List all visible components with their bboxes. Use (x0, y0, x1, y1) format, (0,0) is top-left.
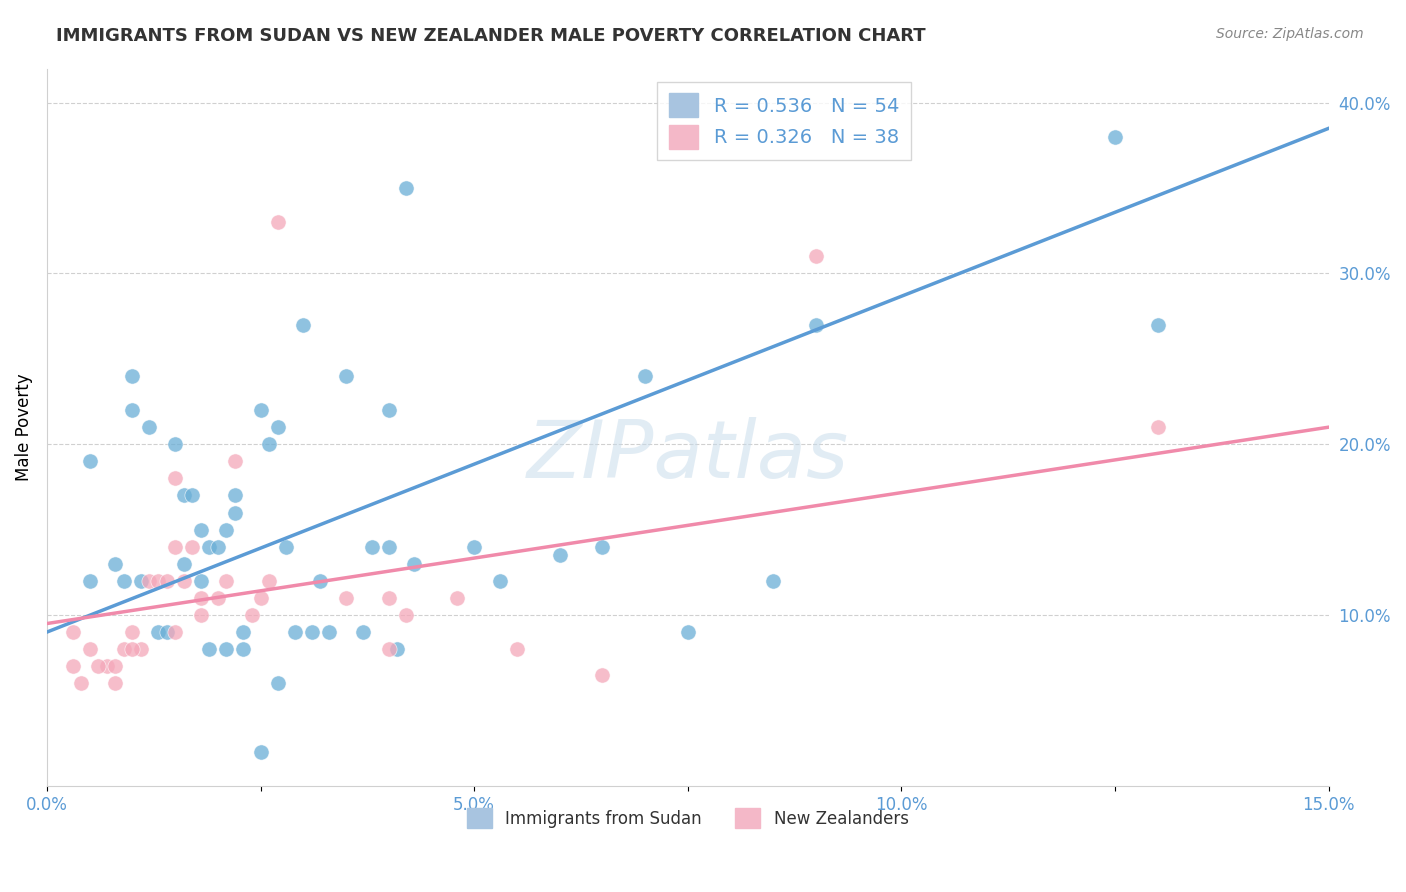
Legend: Immigrants from Sudan, New Zealanders: Immigrants from Sudan, New Zealanders (460, 801, 915, 835)
Text: Source: ZipAtlas.com: Source: ZipAtlas.com (1216, 27, 1364, 41)
Point (257, 437, 280, 451)
Point (129, 574, 152, 588)
Point (240, 607, 263, 622)
Point (121, 368, 143, 383)
Point (506, 642, 529, 657)
Point (165, 540, 187, 554)
Point (224, 454, 246, 468)
Point (634, 368, 657, 383)
Point (387, 642, 409, 657)
Point (96, 659, 118, 673)
Point (79, 574, 101, 588)
Point (266, 420, 288, 434)
Text: IMMIGRANTS FROM SUDAN VS NEW ZEALANDER MALE POVERTY CORRELATION CHART: IMMIGRANTS FROM SUDAN VS NEW ZEALANDER M… (56, 27, 927, 45)
Point (266, 215, 288, 229)
Point (146, 625, 169, 640)
Point (112, 642, 135, 657)
Point (70, 676, 93, 690)
Y-axis label: Male Poverty: Male Poverty (15, 374, 32, 481)
Point (591, 667, 613, 681)
Point (1104, 129, 1126, 144)
Point (173, 574, 195, 588)
Point (284, 625, 307, 640)
Point (155, 574, 177, 588)
Point (804, 318, 827, 332)
Point (266, 676, 288, 690)
Point (138, 420, 160, 434)
Point (215, 523, 238, 537)
Point (395, 607, 418, 622)
Point (181, 488, 204, 502)
Point (292, 318, 315, 332)
Point (335, 591, 357, 605)
Point (112, 574, 135, 588)
Point (301, 625, 323, 640)
Point (224, 506, 246, 520)
Point (249, 403, 271, 417)
Point (155, 625, 177, 640)
Point (276, 540, 298, 554)
Point (215, 642, 238, 657)
Point (377, 540, 399, 554)
Point (129, 642, 152, 657)
Point (79, 454, 101, 468)
Point (104, 659, 127, 673)
Text: ZIPatlas: ZIPatlas (527, 417, 849, 495)
Point (165, 437, 187, 451)
Point (318, 625, 340, 640)
Point (173, 557, 195, 571)
Point (404, 557, 426, 571)
Point (1147, 318, 1170, 332)
Point (207, 591, 229, 605)
Point (62, 659, 84, 673)
Point (446, 591, 468, 605)
Point (165, 471, 187, 485)
Point (804, 249, 827, 263)
Point (104, 557, 127, 571)
Point (488, 574, 510, 588)
Point (190, 607, 212, 622)
Point (548, 548, 571, 562)
Point (207, 540, 229, 554)
Point (257, 574, 280, 588)
Point (173, 488, 195, 502)
Point (676, 625, 699, 640)
Point (224, 488, 246, 502)
Point (62, 625, 84, 640)
Point (121, 625, 143, 640)
Point (249, 745, 271, 759)
Point (190, 591, 212, 605)
Point (352, 625, 374, 640)
Point (463, 540, 485, 554)
Point (377, 591, 399, 605)
Point (335, 368, 357, 383)
Point (232, 625, 254, 640)
Point (79, 642, 101, 657)
Point (121, 642, 143, 657)
Point (377, 403, 399, 417)
Point (121, 403, 143, 417)
Point (215, 574, 238, 588)
Point (190, 574, 212, 588)
Point (87, 659, 110, 673)
Point (138, 574, 160, 588)
Point (198, 642, 221, 657)
Point (309, 574, 332, 588)
Point (198, 540, 221, 554)
Point (190, 523, 212, 537)
Point (1147, 420, 1170, 434)
Point (104, 676, 127, 690)
Point (360, 540, 382, 554)
Point (249, 591, 271, 605)
Point (232, 642, 254, 657)
Point (181, 540, 204, 554)
Point (377, 642, 399, 657)
Point (146, 574, 169, 588)
Point (395, 181, 418, 195)
Point (165, 625, 187, 640)
Point (591, 540, 613, 554)
Point (762, 574, 785, 588)
